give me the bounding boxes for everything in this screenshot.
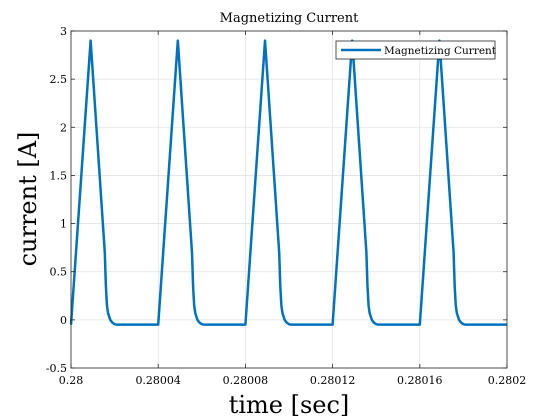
y-tick-label: -0.5: [46, 362, 67, 375]
legend-label: Magnetizing Current: [384, 45, 497, 57]
x-tick-label: 0.2802: [488, 374, 527, 387]
y-tick-label: 0: [60, 314, 67, 327]
x-tick-label: 0.28: [59, 374, 84, 387]
ticks: 0.28 0.28004 0.28008 0.28012 0.28016 0.2802 -0…: [46, 25, 526, 387]
plot-frame: [70, 30, 508, 369]
y-tick-label: 3: [60, 25, 67, 38]
y-tick-label: 0.5: [50, 266, 68, 279]
x-tick-label: 0.28004: [135, 374, 181, 387]
y-axis-label: current [A]: [14, 132, 42, 267]
legend: Magnetizing Current: [335, 40, 497, 60]
x-tick-label: 0.28008: [223, 374, 269, 387]
x-tick-label: 0.28016: [397, 374, 443, 387]
y-tick-label: 1.5: [50, 169, 68, 182]
x-axis-label: time [sec]: [229, 391, 350, 419]
y-tick-label: 1: [60, 218, 67, 231]
plot-area: [71, 31, 507, 368]
y-tick-label: 2: [60, 121, 67, 134]
legend-box: [335, 40, 496, 60]
series-layer: [69, 39, 507, 326]
y-tick-label: 2.5: [50, 73, 68, 86]
chart-title: Magnetizing Current: [220, 11, 359, 26]
series-line-0: [69, 39, 507, 326]
x-tick-label: 0.28012: [310, 374, 356, 387]
